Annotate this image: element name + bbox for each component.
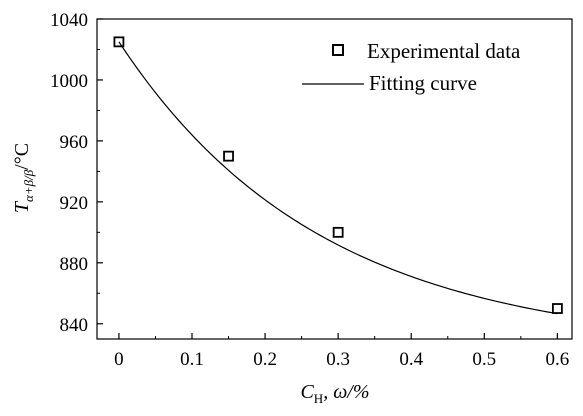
plot-frame xyxy=(96,18,573,340)
x-tick-label: 0.2 xyxy=(253,349,277,370)
data-point-marker xyxy=(332,226,344,238)
x-tick-label: 0 xyxy=(114,349,124,370)
x-tick-label: 0.5 xyxy=(472,349,496,370)
legend-label-fitting: Fitting curve xyxy=(369,71,477,95)
data-point-marker xyxy=(113,36,125,48)
x-tick-label: 0.3 xyxy=(326,349,350,370)
svg-text:Tα+β/β/°C: Tα+β/β/°C xyxy=(11,143,36,213)
x-tick-label: 0.1 xyxy=(180,349,204,370)
y-axis: 840 880 920 960 1000 1040 xyxy=(50,10,103,336)
x-tick-label: 0.4 xyxy=(399,349,423,370)
legend-marker-icon xyxy=(332,44,344,56)
x-axis-label: CH, ω/% xyxy=(300,381,369,406)
x-axis: 0 0.1 0.2 0.3 0.4 0.5 0.6 xyxy=(114,333,569,370)
x-tick-label: 0.6 xyxy=(546,349,570,370)
data-point-marker xyxy=(223,150,234,162)
legend: Experimental data Fitting curve xyxy=(302,39,521,95)
svg-text:CH, ω/%: CH, ω/% xyxy=(300,381,369,406)
fitting-curve-line xyxy=(118,41,558,315)
legend-label-experimental: Experimental data xyxy=(367,39,521,63)
y-tick-label: 840 xyxy=(60,315,89,336)
experimental-data-markers xyxy=(113,36,563,314)
y-tick-label: 1040 xyxy=(50,10,88,31)
y-tick-label: 960 xyxy=(60,132,89,153)
y-tick-label: 920 xyxy=(60,193,89,214)
data-point-marker xyxy=(551,303,563,314)
y-tick-label: 880 xyxy=(60,254,89,275)
y-tick-label: 1000 xyxy=(50,71,88,92)
y-axis-label: Tα+β/β/°C xyxy=(11,143,36,213)
